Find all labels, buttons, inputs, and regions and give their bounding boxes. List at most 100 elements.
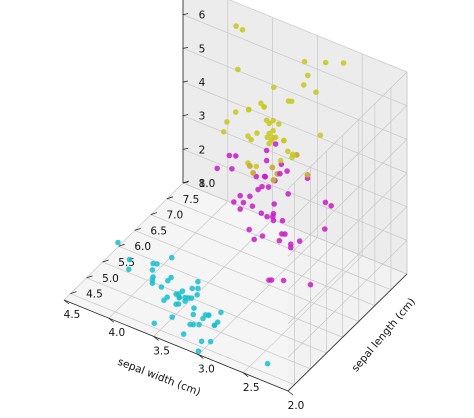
scatter-point	[271, 201, 278, 207]
scatter-point	[289, 154, 295, 161]
scatter-point	[307, 281, 314, 288]
x-tick-label: 3.5	[153, 345, 170, 357]
scatter-point	[115, 239, 121, 246]
scatter-point	[249, 203, 256, 209]
grid-line-z-side	[182, 48, 408, 140]
scatter-point	[285, 191, 292, 197]
x-tick-mark	[153, 336, 159, 341]
scatter-point	[237, 206, 243, 212]
scatter-point	[253, 173, 260, 180]
z-tick-mark	[182, 114, 189, 117]
scatter-point	[182, 294, 188, 301]
scatter-point	[191, 305, 197, 311]
y-tick-label: 7.0	[166, 210, 183, 222]
scatter-point	[276, 121, 282, 127]
scatter-point	[305, 72, 311, 79]
scatter-point	[180, 331, 187, 337]
scatter-point	[253, 163, 260, 170]
scatter-point	[322, 59, 329, 66]
grid-line-x-floor	[108, 200, 229, 319]
scatter-point	[265, 184, 272, 190]
grid-line-y-floor	[150, 214, 375, 306]
scatter-point	[259, 233, 266, 239]
scatter-point	[202, 312, 209, 318]
scatter-point	[322, 199, 329, 206]
scatter-point	[211, 322, 218, 329]
y-tick-mark	[102, 259, 109, 263]
scatter-point	[233, 153, 239, 159]
scatter-point	[233, 23, 239, 29]
y-tick-label: 6.5	[150, 225, 167, 237]
x-tick-label: 4.5	[64, 309, 81, 321]
scatter-point	[301, 58, 308, 65]
scatter-point	[231, 199, 237, 205]
scatter-point	[251, 236, 257, 243]
scatter-point	[328, 203, 335, 209]
scatter-point	[169, 314, 175, 320]
scatter-point	[187, 321, 193, 328]
z-tick-label: 3	[199, 111, 206, 123]
grid-line-z-side	[182, 149, 408, 241]
scatter-point	[226, 152, 233, 159]
scatter-point	[245, 133, 251, 139]
scatter-point	[259, 183, 265, 190]
scatter-point	[281, 137, 287, 144]
scatter-point	[190, 311, 197, 318]
scatter-point	[276, 237, 283, 244]
grid-line-z-back	[287, 172, 408, 291]
z-tick-label: 2	[199, 144, 206, 156]
x-tick-mark	[198, 354, 204, 359]
scatter-point	[296, 238, 303, 244]
scatter-point	[233, 109, 239, 115]
scatter-point	[149, 267, 156, 273]
scatter-point	[258, 100, 264, 107]
z-tick-mark	[182, 80, 189, 83]
scatter-point	[272, 134, 279, 141]
scatter-point	[272, 141, 279, 147]
scatter-point	[229, 166, 235, 172]
grid-line-z-back	[287, 240, 408, 358]
x-tick-label: 4.0	[108, 327, 125, 339]
grid-line-z-side	[228, 0, 408, 73]
grid-line-y-floor	[166, 198, 392, 291]
scatter-point	[266, 130, 273, 137]
scatter-point	[279, 217, 286, 224]
grid-line-z-side	[182, 115, 408, 207]
scatter-point	[245, 106, 252, 113]
scatter-point	[254, 130, 260, 136]
scatter-point	[271, 84, 277, 91]
scatter-point	[255, 186, 261, 193]
y-tick-mark	[134, 228, 141, 231]
scatter-point	[317, 132, 324, 139]
scatter-point	[214, 165, 220, 172]
scatter-point	[270, 117, 276, 124]
y-tick-mark	[150, 212, 157, 216]
scatter-point	[150, 260, 156, 267]
scatter-point	[220, 129, 227, 135]
scatter-point	[280, 277, 287, 284]
z-tick-mark	[182, 13, 189, 16]
scatter-point	[175, 291, 182, 297]
y-tick-label: 8.0	[199, 178, 216, 190]
grid-line-z-back	[287, 105, 408, 223]
scatter-point	[126, 266, 132, 273]
scatter-point	[322, 226, 328, 232]
scatter-point	[189, 285, 195, 292]
z-tick-mark	[182, 46, 189, 49]
x-axis-label: sepal width (cm)	[116, 356, 202, 399]
scatter-point	[284, 168, 290, 174]
scatter-point	[149, 277, 156, 283]
scatter-point	[279, 231, 285, 237]
grid-line-z-back	[287, 206, 408, 324]
scatter-point	[277, 157, 284, 164]
y-tick-mark	[86, 275, 93, 279]
scatter-point	[195, 348, 202, 355]
scatter-point	[270, 213, 276, 220]
scatter-point	[248, 136, 254, 143]
scatter-point	[269, 164, 276, 171]
grid-line-x-floor	[198, 237, 318, 355]
grid-line-z-back	[287, 139, 408, 257]
x-tick-label: 2.5	[243, 382, 260, 394]
x-tick-label: 2.0	[288, 400, 305, 412]
